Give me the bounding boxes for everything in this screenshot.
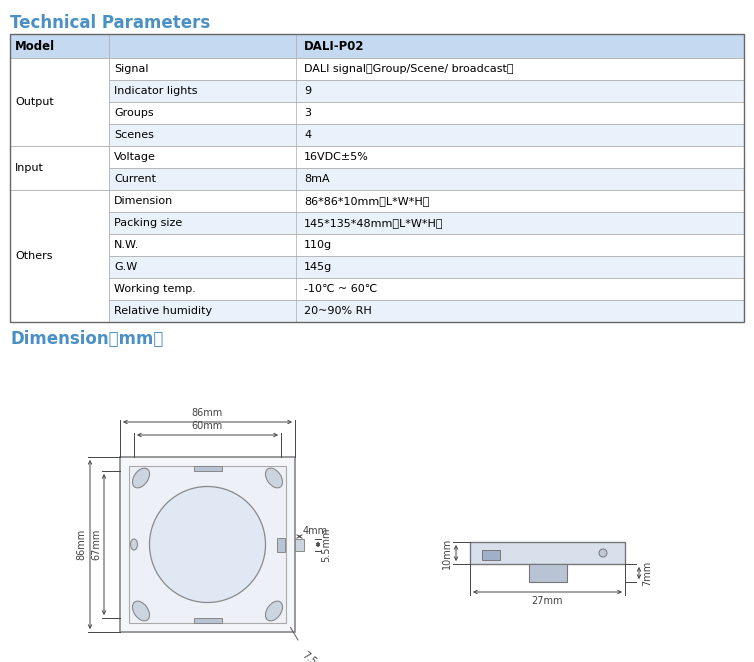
Circle shape bbox=[149, 487, 265, 602]
Text: Technical Parameters: Technical Parameters bbox=[10, 14, 210, 32]
Bar bbox=[529, 564, 566, 582]
Text: 145g: 145g bbox=[304, 262, 333, 272]
Bar bbox=[120, 457, 295, 632]
Text: 5.5mm: 5.5mm bbox=[321, 527, 331, 562]
Bar bbox=[10, 58, 744, 80]
Text: 8mA: 8mA bbox=[304, 174, 329, 184]
Text: Output: Output bbox=[15, 97, 54, 107]
Text: 4: 4 bbox=[304, 130, 311, 140]
Text: Working temp.: Working temp. bbox=[114, 284, 196, 294]
Text: Input: Input bbox=[15, 163, 44, 173]
Bar bbox=[10, 80, 744, 102]
Text: Others: Others bbox=[15, 251, 53, 261]
Text: Relative humidity: Relative humidity bbox=[114, 306, 212, 316]
Bar bbox=[10, 190, 744, 212]
Text: -10℃ ~ 60℃: -10℃ ~ 60℃ bbox=[304, 284, 377, 294]
Bar bbox=[470, 542, 625, 564]
Ellipse shape bbox=[265, 601, 283, 621]
Ellipse shape bbox=[133, 468, 149, 488]
Text: 9: 9 bbox=[304, 86, 311, 96]
Text: Scenes: Scenes bbox=[114, 130, 154, 140]
Text: 145*135*48mm（L*W*H）: 145*135*48mm（L*W*H） bbox=[304, 218, 443, 228]
Bar bbox=[129, 466, 286, 623]
Bar bbox=[194, 466, 222, 471]
Ellipse shape bbox=[130, 539, 137, 550]
Circle shape bbox=[599, 549, 607, 557]
Text: 20~90% RH: 20~90% RH bbox=[304, 306, 372, 316]
Bar bbox=[10, 146, 109, 190]
Bar bbox=[10, 168, 744, 190]
Bar bbox=[277, 538, 285, 551]
Bar bbox=[10, 124, 744, 146]
Text: 7.5mm: 7.5mm bbox=[300, 650, 333, 662]
Text: Signal: Signal bbox=[114, 64, 149, 74]
Text: 3: 3 bbox=[304, 108, 311, 118]
Bar bbox=[10, 300, 744, 322]
Bar bbox=[10, 102, 744, 124]
Bar bbox=[10, 278, 744, 300]
Text: Model: Model bbox=[15, 40, 55, 52]
Text: 67mm: 67mm bbox=[91, 529, 101, 560]
Text: 86mm: 86mm bbox=[192, 408, 223, 418]
Ellipse shape bbox=[265, 468, 283, 488]
Text: DALI signal（Group/Scene/ broadcast）: DALI signal（Group/Scene/ broadcast） bbox=[304, 64, 513, 74]
Bar bbox=[10, 146, 744, 168]
Text: G.W: G.W bbox=[114, 262, 137, 272]
Text: 4mm: 4mm bbox=[302, 526, 327, 536]
Text: Dimension: Dimension bbox=[114, 196, 173, 206]
Text: 7mm: 7mm bbox=[642, 560, 652, 586]
Text: 110g: 110g bbox=[304, 240, 332, 250]
Bar bbox=[10, 212, 744, 234]
Bar bbox=[10, 256, 744, 278]
Text: 16VDC±5%: 16VDC±5% bbox=[304, 152, 369, 162]
Text: Current: Current bbox=[114, 174, 156, 184]
Bar bbox=[295, 538, 304, 551]
Bar bbox=[194, 618, 222, 623]
Text: 27mm: 27mm bbox=[532, 596, 563, 606]
Text: Packing size: Packing size bbox=[114, 218, 182, 228]
Bar bbox=[10, 190, 109, 322]
Text: 10mm: 10mm bbox=[442, 538, 452, 569]
Text: 86mm: 86mm bbox=[76, 529, 86, 560]
Text: Voltage: Voltage bbox=[114, 152, 156, 162]
Bar bbox=[10, 34, 744, 322]
Text: 86*86*10mm（L*W*H）: 86*86*10mm（L*W*H） bbox=[304, 196, 429, 206]
Text: 60mm: 60mm bbox=[192, 421, 223, 431]
Ellipse shape bbox=[133, 601, 149, 621]
Bar bbox=[10, 58, 109, 146]
Bar bbox=[10, 34, 744, 58]
Text: Groups: Groups bbox=[114, 108, 154, 118]
Text: Indicator lights: Indicator lights bbox=[114, 86, 198, 96]
Bar bbox=[482, 550, 500, 560]
Text: Dimension（mm）: Dimension（mm） bbox=[10, 330, 164, 348]
Bar bbox=[10, 234, 744, 256]
Text: DALI-P02: DALI-P02 bbox=[304, 40, 364, 52]
Text: N.W.: N.W. bbox=[114, 240, 139, 250]
Ellipse shape bbox=[277, 539, 284, 550]
